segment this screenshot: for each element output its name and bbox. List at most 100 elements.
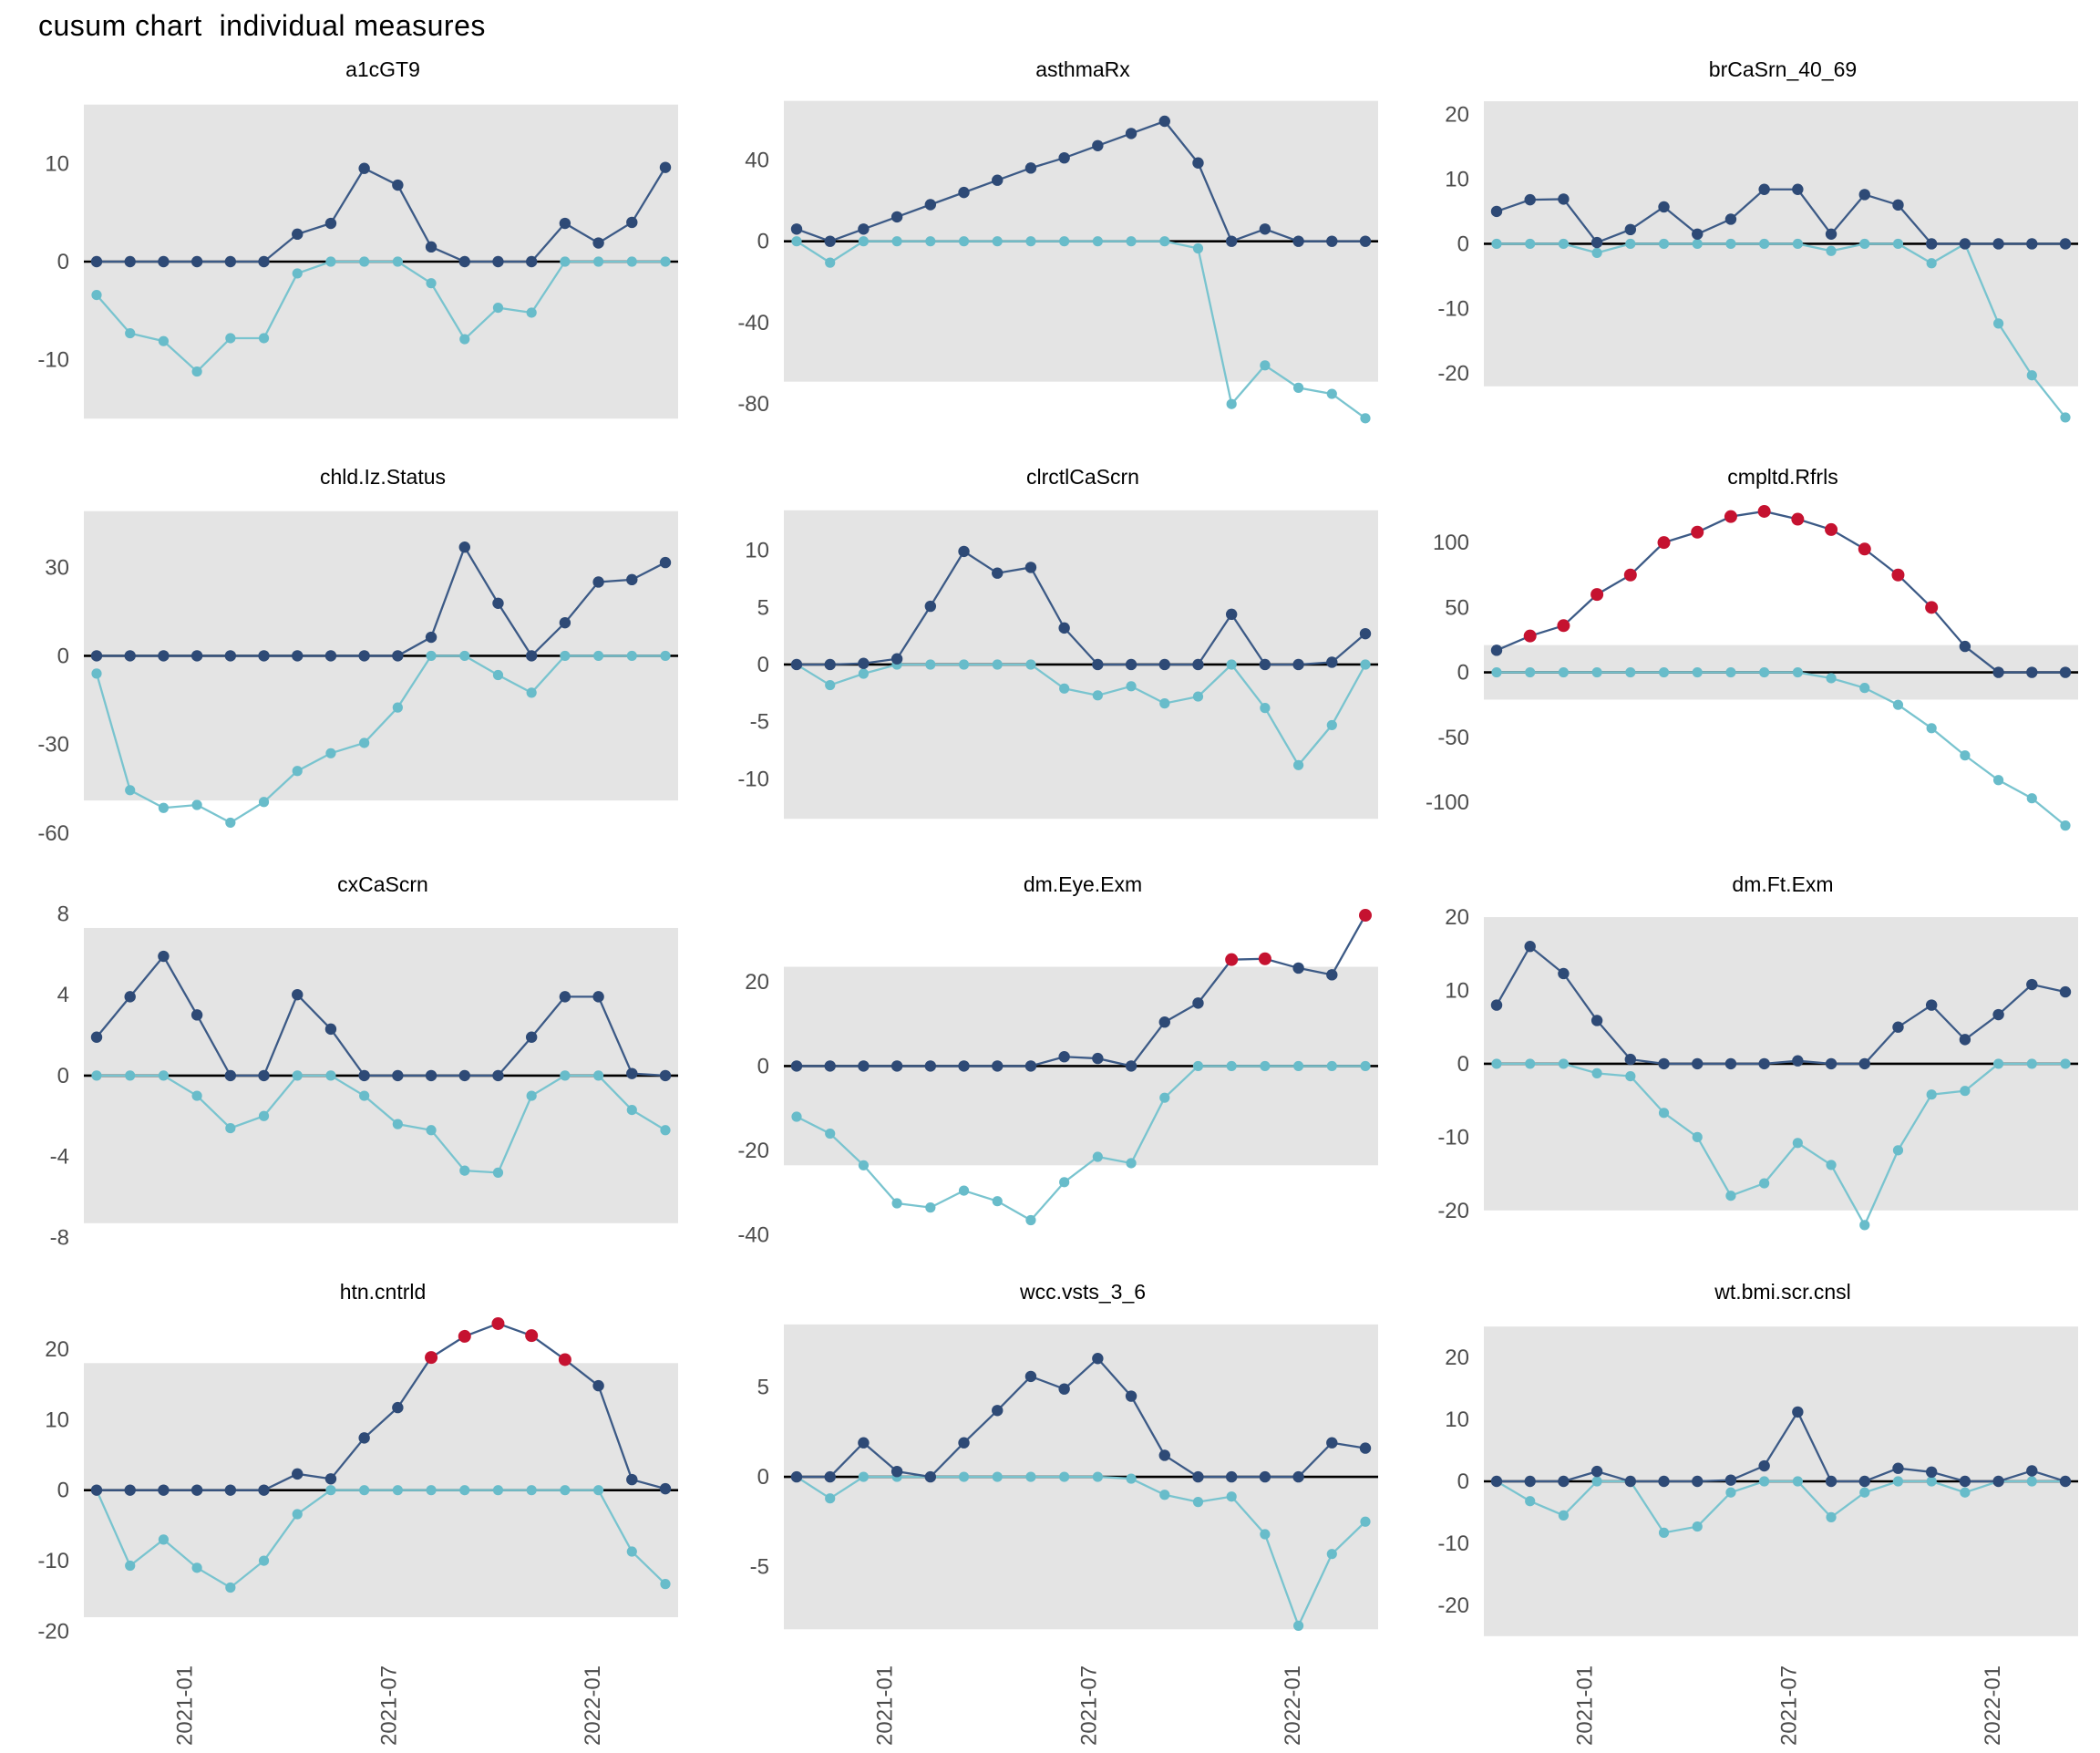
- y-tick-label: 20: [1445, 905, 1469, 930]
- upper-cusum-point: [492, 1069, 504, 1082]
- upper-cusum-point: [1590, 236, 1603, 249]
- upper-cusum-point: [1490, 644, 1503, 656]
- lower-cusum-point: [592, 256, 604, 267]
- upper-cusum-point: [2059, 985, 2072, 998]
- y-tick-label: -10: [1437, 1531, 1469, 1556]
- lower-cusum-point: [1292, 382, 1304, 393]
- y-tick-label: 5: [757, 1376, 769, 1400]
- lower-cusum-point: [1692, 238, 1703, 250]
- y-tick-label: 0: [57, 1479, 69, 1503]
- upper-cusum-point: [1558, 1475, 1570, 1488]
- upper-cusum-line: [796, 119, 1365, 243]
- upper-cusum-point: [190, 1484, 203, 1496]
- lower-cusum-line: [796, 1475, 1366, 1629]
- lower-cusum-point: [1525, 1496, 1536, 1507]
- upper-cusum-point: [324, 217, 337, 230]
- upper-cusum-point: [258, 255, 270, 268]
- lower-cusum-point: [1360, 1516, 1371, 1527]
- upper-cusum-point: [890, 1465, 903, 1478]
- lower-cusum-point: [526, 1485, 537, 1496]
- cusum-plot-svg: 20 10 0 -10 -20: [1437, 905, 2078, 1231]
- lower-cusum-point: [1059, 236, 1070, 247]
- upper-cusum-point: [1225, 1470, 1238, 1483]
- y-tick-label: 5: [757, 595, 769, 620]
- lower-cusum-point: [492, 669, 504, 681]
- facet-cmpltd.Rfrls: cmpltd.Rfrls 100 50 0 -50 -100: [1400, 451, 2100, 859]
- upper-cusum-point: [292, 650, 304, 662]
- x-tick-label: 2021-07: [1076, 1665, 1101, 1746]
- facet-clrctlCaScrn: clrctlCaScrn 10 5 0 -5 -10: [700, 451, 1400, 859]
- y-tick-label: 0: [57, 1064, 69, 1088]
- upper-cusum-point: [124, 650, 136, 662]
- lower-cusum-point: [1092, 236, 1103, 247]
- upper-cusum-point: [958, 186, 970, 199]
- upper-cusum-point: [1024, 562, 1037, 573]
- upper-cusum-point: [124, 991, 136, 1003]
- lower-cusum-point: [1759, 1476, 1770, 1487]
- upper-cusum-point: [1092, 1052, 1104, 1065]
- y-tick-label: 20: [45, 1337, 69, 1362]
- lower-cusum-point: [258, 333, 270, 344]
- upper-cusum-point: [525, 255, 538, 268]
- facet-title: cxCaScrn: [337, 872, 428, 896]
- lower-cusum-line: [1497, 1062, 2065, 1228]
- lower-cusum-point: [1525, 1058, 1536, 1069]
- lower-cusum-point: [660, 1579, 671, 1590]
- lower-cusum-point: [1992, 1058, 2004, 1069]
- upper-cusum-point: [1259, 1470, 1271, 1483]
- upper-cusum-point: [258, 650, 270, 662]
- upper-cusum-point: [1724, 1057, 1737, 1070]
- lower-cusum-point: [825, 1493, 836, 1504]
- signal-point: [1623, 568, 1637, 582]
- y-tick-label: 0: [57, 644, 69, 668]
- y-tick-label: -80: [737, 392, 769, 417]
- lower-cusum-point: [91, 668, 102, 679]
- y-tick-label: 50: [1445, 595, 1469, 620]
- upper-cusum-point: [1992, 238, 2004, 250]
- upper-cusum-point: [1624, 1053, 1637, 1066]
- upper-cusum-point: [158, 1484, 170, 1496]
- lower-cusum-point: [1658, 1527, 1670, 1538]
- cusum-plot-svg: 30 0 -30 -60: [37, 510, 678, 846]
- cusum-plot-svg: 40 0 -40 -80: [737, 100, 1378, 424]
- cusum-plot-svg: 20 10 0 -10 -20 2021-01 2021-07 2022-01: [37, 1316, 678, 1746]
- upper-cusum-point: [559, 217, 571, 230]
- upper-cusum-point: [158, 255, 170, 268]
- upper-cusum-point: [559, 616, 571, 629]
- lower-cusum-point: [426, 650, 437, 662]
- upper-cusum-point: [1024, 1060, 1037, 1072]
- upper-cusum-point: [124, 1484, 136, 1496]
- lower-cusum-point: [925, 1202, 936, 1213]
- y-tick-label: -5: [750, 1554, 769, 1579]
- lower-cusum-point: [1826, 245, 1837, 256]
- facet-grid: a1cGT9 10 0 -10 asthmaRx 40 0 -40 -80 brCaSrn_40_…: [0, 44, 2100, 1750]
- upper-cusum-point: [292, 988, 304, 1001]
- y-tick-label: -20: [1437, 362, 1469, 387]
- lower-cusum-point: [858, 236, 870, 247]
- signal-point: [1590, 588, 1604, 602]
- lower-cusum-point: [1725, 666, 1736, 678]
- lower-cusum-point: [660, 256, 671, 267]
- lower-cusum-point: [1759, 666, 1770, 678]
- upper-cusum-point: [1825, 1057, 1838, 1070]
- y-tick-label: 10: [1445, 978, 1469, 1003]
- facet-dm.Ft.Exm: dm.Ft.Exm 20 10 0 -10 -20: [1400, 859, 2100, 1266]
- upper-cusum-point: [958, 1437, 970, 1449]
- upper-cusum-point: [1758, 183, 1770, 195]
- upper-cusum-point: [992, 1405, 1004, 1417]
- lower-cusum-point: [791, 236, 802, 247]
- lower-cusum-point: [2060, 820, 2071, 831]
- upper-cusum-point: [1524, 941, 1536, 953]
- lower-cusum-point: [560, 650, 571, 662]
- y-tick-label: 0: [57, 250, 69, 274]
- lower-cusum-point: [1558, 666, 1570, 678]
- lower-cusum-point: [858, 668, 870, 679]
- lower-cusum-point: [125, 1560, 136, 1572]
- facet-title: dm.Ft.Exm: [1732, 872, 1834, 896]
- y-tick-label: -100: [1426, 790, 1469, 815]
- upper-cusum-point: [190, 650, 203, 662]
- lower-cusum-point: [1826, 1160, 1837, 1170]
- upper-cusum-point: [790, 223, 803, 235]
- upper-cusum-point: [1558, 967, 1570, 980]
- upper-cusum-point: [1125, 128, 1138, 139]
